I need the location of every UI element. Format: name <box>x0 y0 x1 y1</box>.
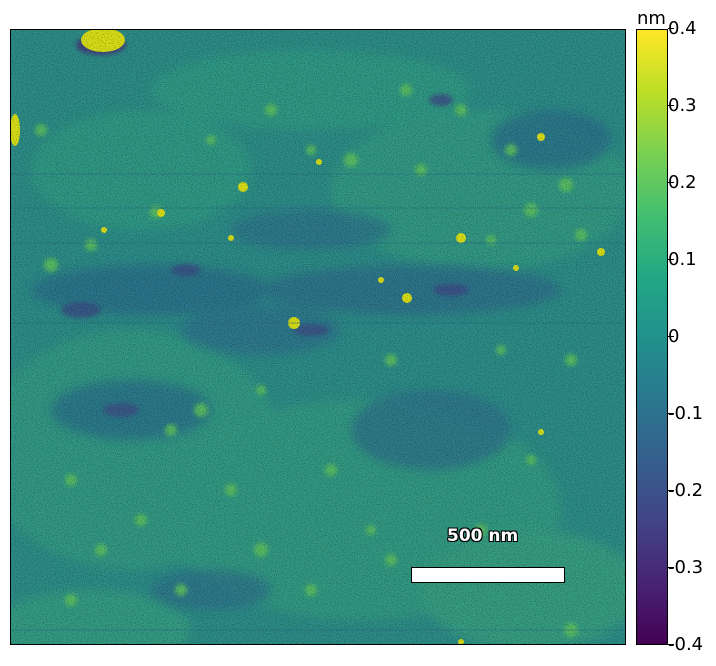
colorbar-tick-label: 0.2 <box>668 172 697 193</box>
colorbar-tick <box>668 259 674 260</box>
colorbar-tick-label: 0.4 <box>668 18 697 39</box>
colorbar-tick <box>668 105 674 106</box>
scale-bar-label: 500 nm <box>447 526 519 546</box>
colorbar-unit-label: nm <box>637 8 666 29</box>
colorbar-tick <box>668 28 674 29</box>
afm-height-map <box>10 29 626 645</box>
height-map-texture <box>11 30 625 644</box>
colorbar-tick <box>668 413 674 414</box>
colorbar-tick <box>668 182 674 183</box>
colorbar-tick-label: -0.1 <box>668 403 704 424</box>
colorbar-tick-label: 0.1 <box>668 249 697 270</box>
colorbar-tick-label: -0.4 <box>668 634 704 655</box>
colorbar-tick <box>668 490 674 491</box>
scale-bar <box>411 567 565 583</box>
colorbar-tick-label: 0 <box>668 326 680 347</box>
colorbar-tick-label: -0.2 <box>668 480 704 501</box>
colorbar <box>636 29 668 645</box>
colorbar-tick <box>668 567 674 568</box>
colorbar-tick <box>668 644 674 645</box>
colorbar-tick <box>668 336 674 337</box>
colorbar-tick-label: 0.3 <box>668 95 697 116</box>
colorbar-tick-label: -0.3 <box>668 557 704 578</box>
